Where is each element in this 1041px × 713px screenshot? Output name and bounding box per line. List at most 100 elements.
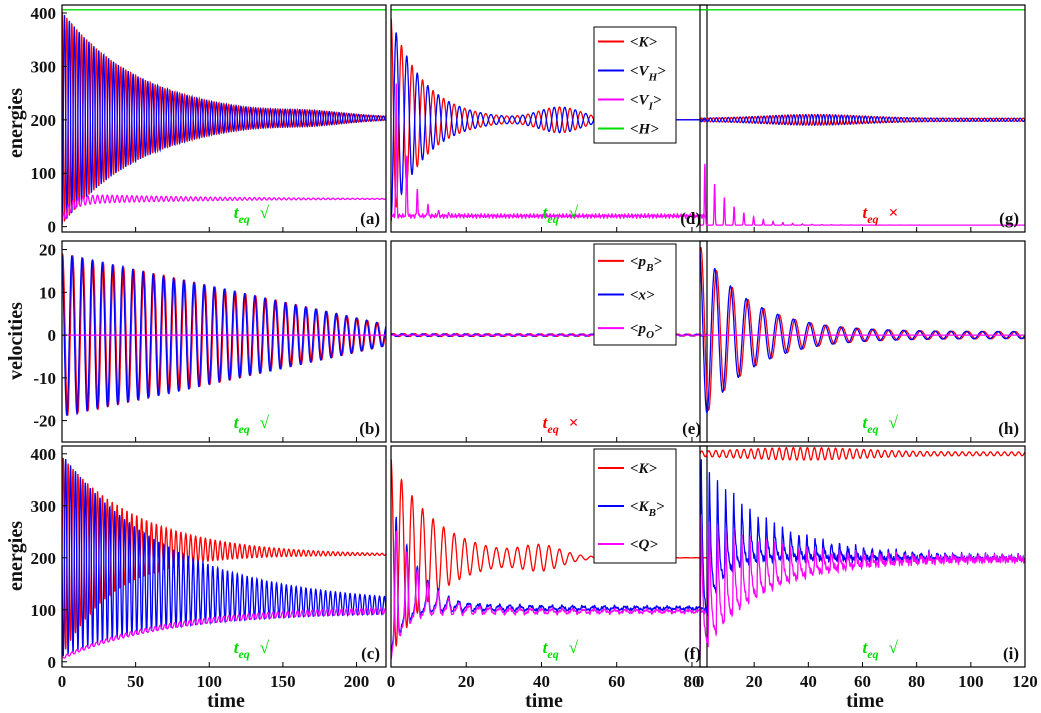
legend-text: > <box>653 93 662 109</box>
x-tick-label: 200 <box>344 672 370 691</box>
teq-t: t <box>863 203 869 222</box>
series-line-d-2 <box>391 83 707 220</box>
legend-text: > <box>654 321 663 337</box>
y-tick-label: -20 <box>33 412 56 431</box>
plot-area <box>62 457 386 659</box>
legend: <K> <KB> <Q> <box>593 448 677 564</box>
teq-marker: teq √ <box>234 638 270 661</box>
legend-text: <V <box>630 93 651 109</box>
y-tick-label: 100 <box>31 164 57 183</box>
teq-marker: teq √ <box>234 413 270 436</box>
panel-c: 0 100 200 300 400 0 50 100 150 200 (c) teq √ <box>31 445 387 691</box>
legend-entry: <KB> <box>630 499 665 519</box>
x-tick-label: 20 <box>458 672 475 691</box>
panel-a: 0 100 200 300 400 (a) teq √ <box>31 4 387 237</box>
teq-t: t <box>234 413 240 432</box>
legend-subscript: B <box>648 507 656 519</box>
plot-area <box>700 446 1025 660</box>
panel-label: (e) <box>682 419 701 438</box>
teq-t: t <box>863 638 869 657</box>
legend-text: > <box>657 64 666 80</box>
panel-label: (h) <box>998 419 1019 438</box>
x-tick-label: 100 <box>197 672 223 691</box>
x-axis-label-right: time <box>846 690 884 712</box>
teq-marker: teq √ <box>863 413 899 436</box>
y-tick-label: 200 <box>31 111 57 130</box>
teq-sub: eq <box>238 212 249 226</box>
teq-marker: teq √ <box>863 638 899 661</box>
y-tick-label: 300 <box>31 497 57 516</box>
legend-entry: <pO> <box>630 321 663 341</box>
teq-t: t <box>863 413 869 432</box>
y-tick-label: -10 <box>33 369 56 388</box>
teq-t: t <box>543 638 549 657</box>
panel-label: (f) <box>684 644 701 663</box>
plot-area <box>700 247 1025 414</box>
plot-area <box>62 252 386 417</box>
series-line-c-1 <box>62 458 386 657</box>
x-tick-label: 50 <box>127 672 144 691</box>
teq-t: t <box>234 203 240 222</box>
legend-subscript: O <box>646 329 654 341</box>
legend-entry: <K> <box>630 461 658 477</box>
y-axis-label-top: energies <box>5 88 27 158</box>
teq-sub: eq <box>547 647 558 661</box>
legend-text: > <box>653 254 662 270</box>
cross-mark: × <box>569 413 579 432</box>
axes-frame <box>61 4 387 233</box>
series-line-i-1 <box>700 459 1025 652</box>
plot-area <box>700 9 1025 226</box>
y-axis-label-middle: velocities <box>5 302 27 380</box>
series-line-g-1 <box>700 113 1025 127</box>
legend: <pB><x><pO> <box>593 243 677 346</box>
check-mark: √ <box>260 413 270 432</box>
series-line-h-1 <box>700 250 1025 414</box>
panel-h: (h) teq √ <box>699 240 1026 443</box>
series-line-a-0 <box>62 11 386 222</box>
teq-t: t <box>543 413 549 432</box>
legend-entry: <VH> <box>630 64 666 84</box>
axes-frame <box>61 240 387 443</box>
panel-label: (d) <box>680 209 701 228</box>
teq-sub: eq <box>547 212 558 226</box>
cross-mark: × <box>889 203 899 222</box>
legend-entry: <H> <box>630 122 659 138</box>
axes-frame <box>390 240 708 443</box>
x-tick-label: 0 <box>387 672 396 691</box>
legend-entry: <K> <box>630 35 658 51</box>
series-line-a-1 <box>62 14 386 226</box>
series-line-f-2 <box>391 530 707 660</box>
series-line-c-2 <box>62 607 386 659</box>
plot-area <box>62 9 386 226</box>
y-tick-label: 400 <box>31 4 57 23</box>
y-axis-label-bottom: energies <box>5 521 27 591</box>
legend-entry: <x> <box>630 288 655 304</box>
panel-label: (a) <box>360 209 380 228</box>
panel-label: (c) <box>361 644 380 663</box>
axes-frame <box>699 240 1026 443</box>
teq-marker: teq × <box>863 203 899 226</box>
y-tick-label: 10 <box>39 283 56 302</box>
y-tick-label: 0 <box>48 653 57 672</box>
x-tick-label: 80 <box>683 672 700 691</box>
check-mark: √ <box>889 413 899 432</box>
legend-entry: <Q> <box>630 537 658 553</box>
teq-sub: eq <box>238 422 249 436</box>
check-mark: √ <box>569 638 579 657</box>
check-mark: √ <box>260 203 270 222</box>
y-tick-label: 0 <box>48 218 57 237</box>
x-axis-label-left: time <box>207 690 245 712</box>
x-tick-label: 80 <box>908 672 925 691</box>
teq-t: t <box>543 203 549 222</box>
teq-sub: eq <box>547 422 558 436</box>
x-tick-label: 120 <box>1012 672 1038 691</box>
panel-d: (d)teq √<K><VH><VI><H> <box>390 4 708 233</box>
legend-box <box>593 26 677 144</box>
y-tick-label: 20 <box>39 241 56 260</box>
panel-i: 0 20 40 60 80 100 120 (i) teq √ <box>696 445 1038 691</box>
series-line-f-1 <box>391 516 707 656</box>
series-line-h-0 <box>700 247 1025 412</box>
x-tick-label: 60 <box>608 672 625 691</box>
teq-marker: teq × <box>543 413 579 436</box>
